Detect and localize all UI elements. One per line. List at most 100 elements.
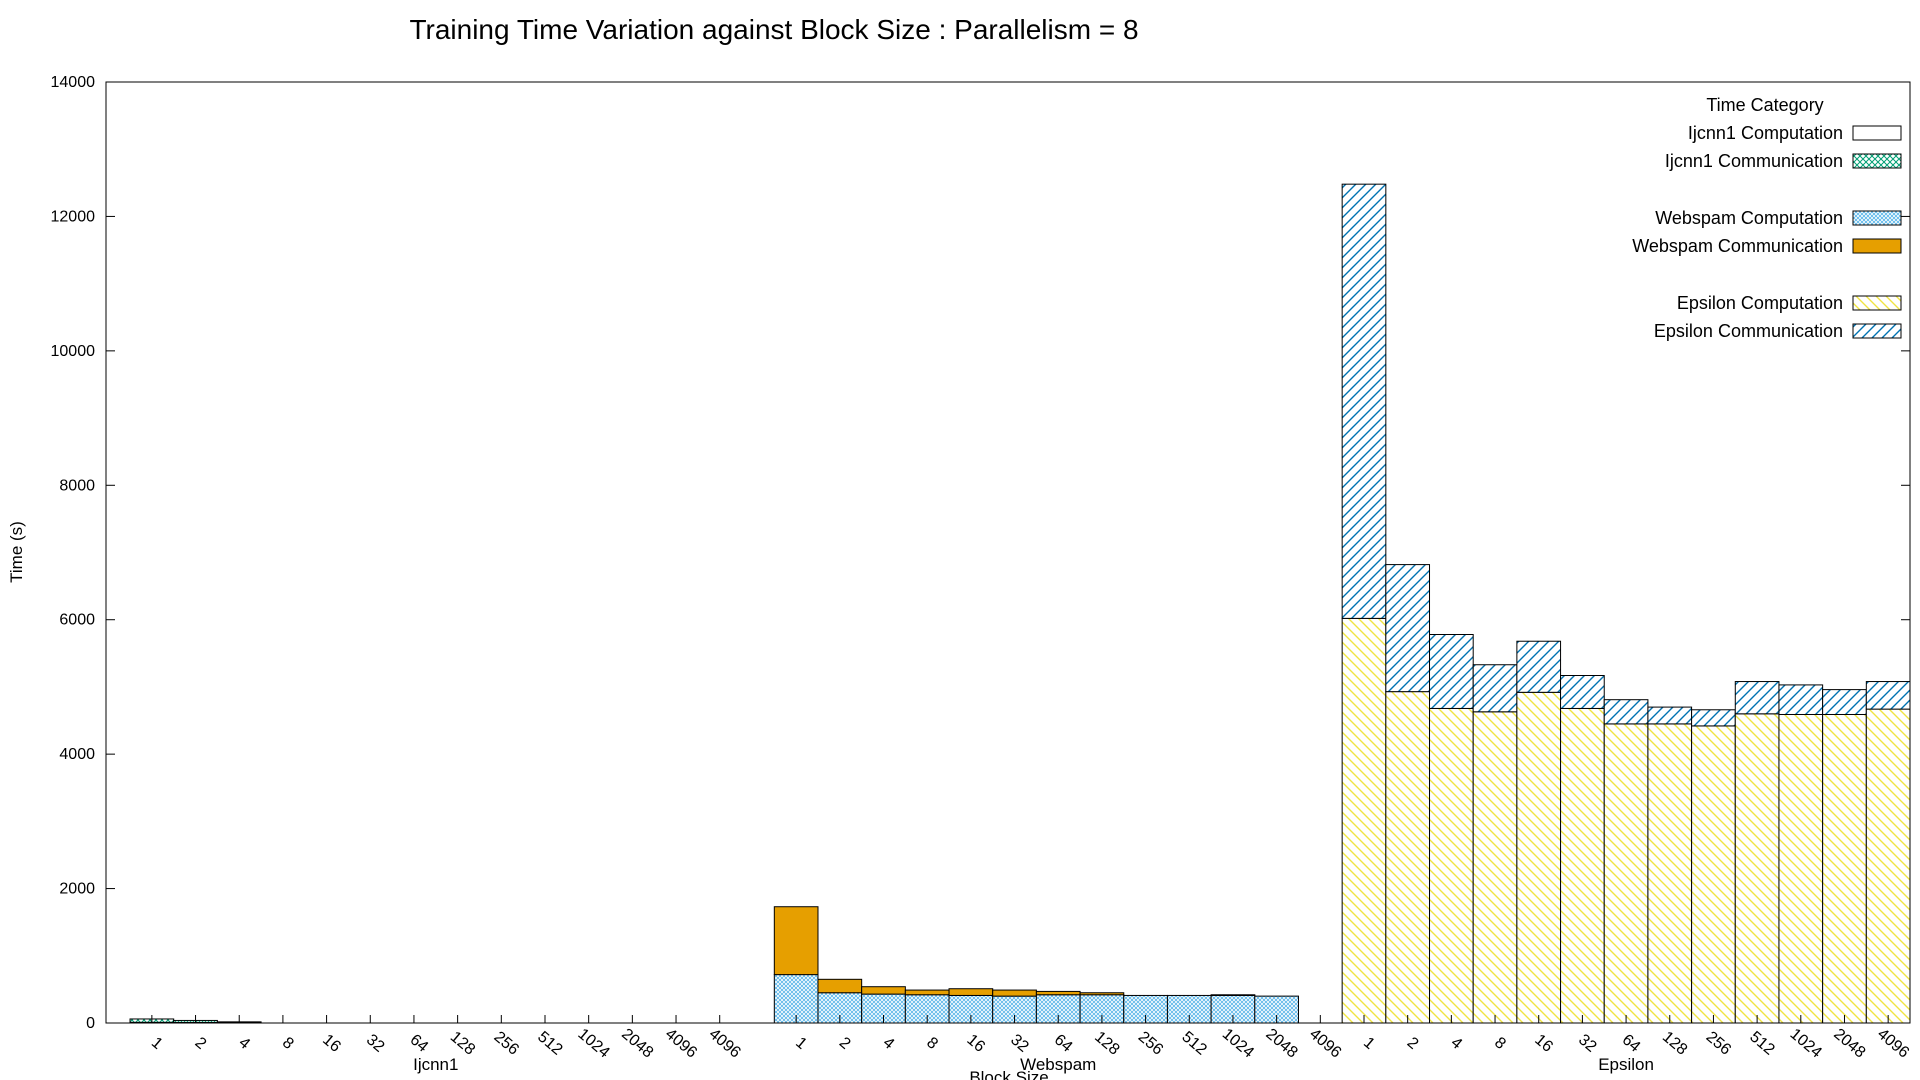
group-labels: Ijcnn1 Webspam Epsilon bbox=[413, 1055, 1654, 1074]
y-axis: 0 2000 4000 6000 8000 10000 12000 14000 bbox=[51, 74, 1910, 1032]
bar-webspam-communication-64 bbox=[1035, 990, 1081, 996]
bar-epsilon-computation-2048 bbox=[1822, 713, 1867, 1024]
x-tick-label: 1 bbox=[148, 1034, 166, 1053]
x-tick-label: 16 bbox=[319, 1031, 344, 1056]
bar-webspam-communication-8 bbox=[904, 989, 950, 996]
bar-epsilon-communication-32 bbox=[1560, 675, 1605, 709]
x-tick-label: 8 bbox=[279, 1034, 297, 1053]
x-tick-label: 32 bbox=[1575, 1031, 1600, 1056]
bar-epsilon-communication-1024 bbox=[1778, 684, 1824, 715]
bar-webspam-communication-1024 bbox=[1210, 994, 1256, 996]
bar-epsilon-communication-1 bbox=[1341, 183, 1387, 619]
x-tick-label: 16 bbox=[963, 1031, 988, 1056]
x-tick-label: 4096 bbox=[706, 1026, 744, 1062]
legend-label: Epsilon Communication bbox=[1654, 321, 1843, 341]
legend-swatch bbox=[1852, 323, 1902, 339]
group-label-epsilon: Epsilon bbox=[1598, 1055, 1654, 1074]
x-tick-label: 512 bbox=[1746, 1028, 1777, 1058]
y-tick-label: 10000 bbox=[51, 343, 96, 360]
legend-swatch bbox=[1852, 210, 1902, 226]
bar-epsilon-communication-8 bbox=[1472, 664, 1518, 713]
y-axis-label: Time (s) bbox=[7, 521, 26, 583]
x-tick-label: 4 bbox=[880, 1034, 898, 1053]
x-tick-label: 32 bbox=[363, 1031, 388, 1056]
x-tick-label: 256 bbox=[1703, 1028, 1734, 1058]
x-tick-label: 1 bbox=[1360, 1034, 1378, 1053]
legend-label: Ijcnn1 Communication bbox=[1665, 151, 1843, 171]
bar-webspam-communication-128 bbox=[1079, 992, 1125, 996]
legend: Time Category Ijcnn1 Computation Ijcnn1 C… bbox=[1632, 95, 1902, 341]
legend-label: Ijcnn1 Computation bbox=[1688, 123, 1843, 143]
x-tick-label: 8 bbox=[1491, 1034, 1509, 1053]
bar-webspam-communication-2 bbox=[817, 978, 863, 994]
legend-label: Webspam Communication bbox=[1632, 236, 1843, 256]
bar-webspam-computation-1 bbox=[773, 974, 819, 1024]
bar-webspam-communication-32 bbox=[992, 989, 1037, 997]
x-tick-label: 8 bbox=[923, 1034, 941, 1053]
x-tick-label: 32 bbox=[1007, 1031, 1032, 1056]
x-tick-label: 16 bbox=[1531, 1031, 1556, 1056]
x-axis-label: Block Size bbox=[969, 1068, 1048, 1080]
group-label-ijcnn1: Ijcnn1 bbox=[413, 1055, 458, 1074]
group-label-webspam: Webspam bbox=[1020, 1055, 1096, 1074]
bar-epsilon-computation-16 bbox=[1516, 691, 1562, 1024]
bar-epsilon-computation-4 bbox=[1429, 707, 1474, 1024]
bar-epsilon-computation-64 bbox=[1603, 723, 1649, 1024]
legend-title: Time Category bbox=[1706, 95, 1823, 115]
legend-swatch bbox=[1852, 153, 1902, 169]
x-tick-label: 4096 bbox=[1306, 1026, 1344, 1062]
x-tick-label: 4 bbox=[235, 1034, 253, 1053]
x-tick-label: 1024 bbox=[574, 1026, 612, 1062]
bar-epsilon-communication-2 bbox=[1385, 564, 1431, 693]
bar-epsilon-computation-128 bbox=[1647, 723, 1693, 1024]
legend-label: Epsilon Computation bbox=[1677, 293, 1843, 313]
x-tick-label: 1024 bbox=[1787, 1026, 1825, 1062]
x-tick-label: 4 bbox=[1447, 1034, 1465, 1053]
legend-swatch bbox=[1852, 125, 1902, 141]
bar-epsilon-communication-16 bbox=[1516, 640, 1562, 693]
bar-epsilon-computation-4096 bbox=[1865, 708, 1911, 1024]
x-tick-label: 128 bbox=[1659, 1028, 1690, 1058]
bar-epsilon-computation-1 bbox=[1341, 617, 1387, 1024]
bar-epsilon-communication-2048 bbox=[1822, 689, 1867, 715]
x-tick-label: 2 bbox=[192, 1034, 210, 1053]
x-tick-label: 2048 bbox=[1262, 1026, 1300, 1062]
y-tick-label: 8000 bbox=[59, 477, 95, 494]
x-tick-label: 4096 bbox=[662, 1026, 700, 1062]
bar-epsilon-computation-1024 bbox=[1778, 713, 1824, 1024]
legend-swatch bbox=[1852, 295, 1902, 311]
x-tick-label: 2048 bbox=[618, 1026, 656, 1062]
y-tick-label: 6000 bbox=[59, 612, 95, 629]
x-tick-label: 64 bbox=[1619, 1031, 1644, 1056]
x-tick-label: 256 bbox=[491, 1028, 522, 1058]
x-tick-label: 1024 bbox=[1219, 1026, 1257, 1062]
x-tick-label: 512 bbox=[534, 1028, 565, 1058]
x-tick-label: 1 bbox=[792, 1034, 810, 1053]
bar-epsilon-computation-256 bbox=[1691, 725, 1736, 1024]
legend-swatch bbox=[1852, 238, 1902, 254]
bar-webspam-communication-1 bbox=[773, 906, 819, 976]
y-tick-label: 4000 bbox=[59, 746, 95, 763]
legend-label: Webspam Computation bbox=[1655, 208, 1843, 228]
bar-epsilon-communication-512 bbox=[1734, 681, 1780, 715]
x-tick-label: 256 bbox=[1135, 1028, 1166, 1058]
bar-epsilon-computation-32 bbox=[1560, 707, 1605, 1024]
x-tick-label: 64 bbox=[1051, 1031, 1076, 1056]
y-tick-label: 14000 bbox=[51, 74, 96, 91]
bar-epsilon-communication-128 bbox=[1647, 706, 1693, 725]
bar-webspam-communication-4 bbox=[861, 986, 906, 995]
bar-epsilon-computation-2 bbox=[1385, 691, 1431, 1024]
bar-epsilon-computation-512 bbox=[1734, 713, 1780, 1024]
x-tick-label: 2 bbox=[836, 1034, 854, 1053]
bar-epsilon-communication-4096 bbox=[1865, 681, 1911, 710]
bar-epsilon-computation-8 bbox=[1472, 711, 1518, 1024]
bar-epsilon-communication-256 bbox=[1691, 709, 1736, 727]
y-tick-label: 0 bbox=[86, 1015, 95, 1032]
x-tick-label: 4096 bbox=[1874, 1026, 1912, 1062]
y-tick-label: 2000 bbox=[59, 881, 95, 898]
bar-epsilon-communication-4 bbox=[1429, 634, 1474, 709]
bars-layer bbox=[129, 183, 1911, 1024]
x-tick-label: 2 bbox=[1404, 1034, 1422, 1053]
x-tick-label: 2048 bbox=[1830, 1026, 1868, 1062]
